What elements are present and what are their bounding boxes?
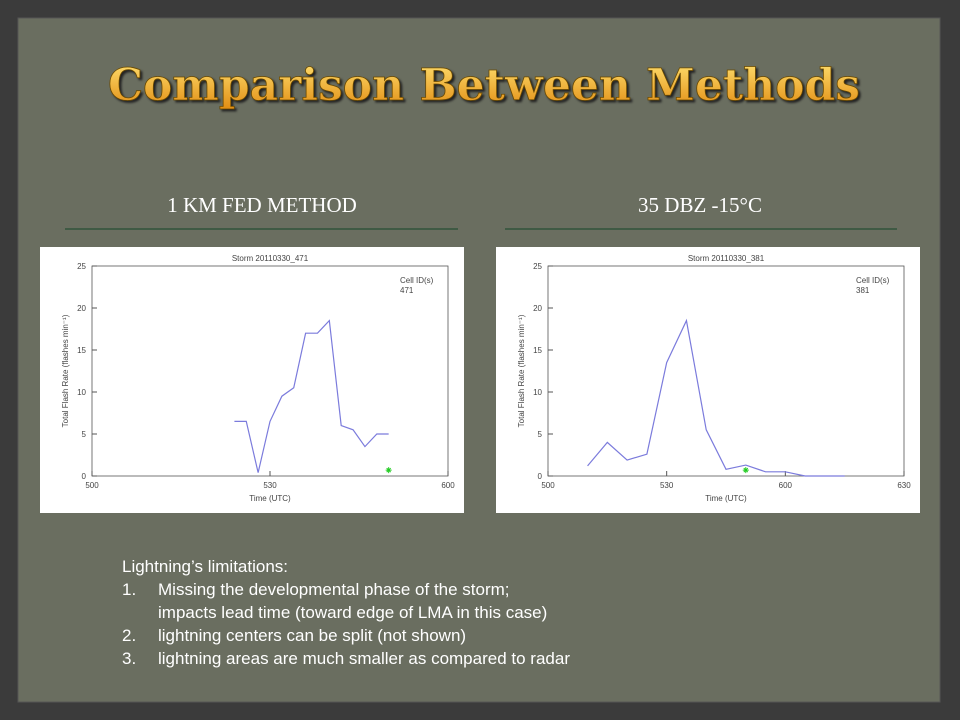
marker [385, 467, 392, 474]
y-tick-label: 0 [82, 472, 87, 481]
y-tick-label: 20 [533, 304, 542, 313]
legend-entry: 381 [856, 286, 870, 295]
x-tick-label: 600 [441, 481, 455, 490]
y-tick-label: 25 [77, 262, 86, 271]
x-axis-label: Time (UTC) [249, 494, 291, 503]
y-tick-label: 10 [77, 388, 86, 397]
y-tick-label: 15 [77, 346, 86, 355]
x-tick-label: 500 [541, 481, 555, 490]
legend-title: Cell ID(s) [856, 276, 890, 285]
data-line [234, 319, 389, 473]
chart: Storm 20110330_381 Time (UTC) Total Flash … [496, 247, 920, 513]
column-heading: 1 KM FED METHOD [167, 193, 357, 217]
x-tick-label: 530 [263, 481, 277, 490]
chart-title: Storm 20110330_381 [688, 254, 765, 263]
y-tick-label: 15 [533, 346, 542, 355]
legend-title: Cell ID(s) [400, 276, 434, 285]
y-tick-label: 20 [77, 304, 86, 313]
x-tick-label: 600 [779, 481, 793, 490]
list-text: impacts lead time (toward edge of LMA in… [158, 603, 547, 622]
y-tick-label: 5 [538, 430, 543, 439]
notes-heading: Lightning’s limitations: [122, 557, 288, 576]
x-tick-label: 530 [660, 481, 674, 490]
chart-background [40, 247, 464, 513]
slide-title: Comparison Between Methods [108, 60, 860, 111]
y-tick-label: 0 [538, 472, 543, 481]
y-axis-label: Total Flash Rate (flashes min⁻¹) [517, 314, 526, 427]
x-tick-label: 500 [85, 481, 99, 490]
y-axis-label: Total Flash Rate (flashes min⁻¹) [61, 314, 70, 427]
list-text: lightning centers can be split (not show… [158, 626, 466, 645]
chart: Storm 20110330_471 Time (UTC) Total Flash … [40, 247, 464, 513]
list-text: lightning areas are much smaller as comp… [158, 649, 570, 668]
legend-entry: 471 [400, 286, 414, 295]
y-tick-label: 5 [82, 430, 87, 439]
data-line [587, 318, 845, 477]
column-heading: 35 DBZ -15°C [638, 193, 762, 217]
plot-frame [547, 265, 905, 477]
list-number: 1. [122, 580, 136, 599]
chart-background [496, 247, 920, 513]
marker [742, 467, 749, 474]
x-tick-label: 630 [897, 481, 911, 490]
y-tick-label: 10 [533, 388, 542, 397]
list-number: 3. [122, 649, 136, 668]
notes: Lightning’s limitations: 1. Missing the de… [122, 557, 570, 668]
y-tick-label: 25 [533, 262, 542, 271]
x-axis-label: Time (UTC) [705, 494, 747, 503]
list-number: 2. [122, 626, 136, 645]
chart-title: Storm 20110330_471 [232, 254, 309, 263]
list-text: Missing the developmental phase of the s… [158, 580, 510, 599]
